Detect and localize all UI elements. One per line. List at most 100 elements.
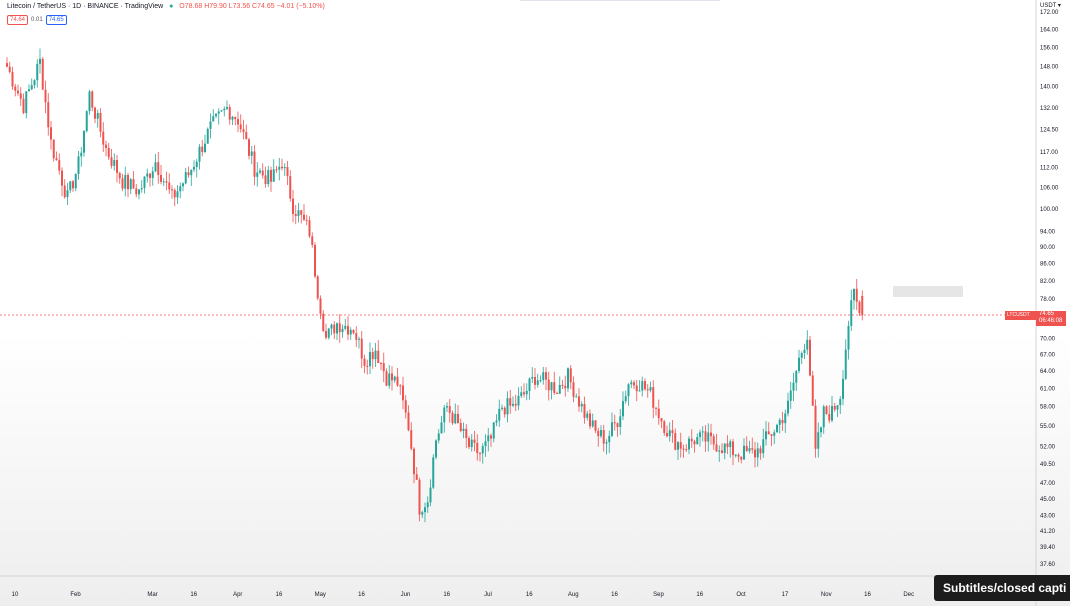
candle-body xyxy=(468,437,470,448)
candle-body xyxy=(369,352,371,367)
candle-body xyxy=(41,58,44,90)
chart-header: Litecoin / TetherUS · 1D · BINANCE · Tra… xyxy=(7,3,325,10)
candle-body xyxy=(283,167,286,169)
candle-body xyxy=(201,146,204,153)
candle-body xyxy=(253,151,256,177)
candle-body xyxy=(327,328,330,338)
candle-body xyxy=(448,406,451,413)
candle-body xyxy=(729,441,732,448)
candle-body xyxy=(776,424,778,433)
candle-body xyxy=(795,370,798,383)
candle-body xyxy=(476,442,479,454)
candle-body xyxy=(531,377,534,379)
x-tick-label: 16 xyxy=(358,592,365,598)
candle-body xyxy=(281,166,283,169)
candle-body xyxy=(506,398,509,415)
candle-body xyxy=(578,396,580,407)
candle-body xyxy=(28,89,30,92)
symbol-title[interactable]: Litecoin / TetherUS · 1D · BINANCE · Tra… xyxy=(7,3,164,10)
time-scale[interactable]: 10 Feb Mar 16 Apr 16 May 16 Jun 16 Jul 16 Aug 16 Sep 16… xyxy=(12,592,914,598)
candle-body xyxy=(591,420,594,427)
candle-body xyxy=(613,422,616,424)
candle-body xyxy=(479,453,481,455)
candle-body xyxy=(754,449,756,458)
buy-button[interactable]: 74.65 xyxy=(45,15,67,25)
candle-body xyxy=(847,325,850,350)
candle-body xyxy=(6,63,8,67)
candle-body xyxy=(718,450,721,452)
y-tick-label: 61.00 xyxy=(1040,386,1056,392)
candle-body xyxy=(842,378,844,400)
candle-body xyxy=(72,181,74,189)
candle-body xyxy=(215,113,217,117)
candle-body xyxy=(437,433,440,441)
candle-body xyxy=(567,368,569,389)
candle-body xyxy=(36,63,39,81)
candle-body xyxy=(349,329,352,335)
candle-body xyxy=(850,300,853,326)
candle-body xyxy=(624,396,627,402)
candle-body xyxy=(762,439,765,454)
candle-body xyxy=(410,430,413,449)
candle-body xyxy=(498,408,501,421)
candle-body xyxy=(143,176,146,188)
candle-body xyxy=(206,128,209,144)
candle-body xyxy=(487,435,490,442)
candle-body xyxy=(88,91,91,112)
candle-body xyxy=(685,449,688,451)
candle-body xyxy=(388,373,391,386)
candle-body xyxy=(426,502,429,508)
candle-body xyxy=(814,405,817,449)
candle-body xyxy=(226,107,228,109)
x-tick-label: 16 xyxy=(443,592,450,598)
candle-body xyxy=(652,387,655,408)
candle-body xyxy=(704,431,707,442)
candle-body xyxy=(154,162,157,172)
candle-body xyxy=(605,442,608,444)
candle-body xyxy=(322,313,325,332)
x-tick-label: Nov xyxy=(821,592,832,598)
candle-body xyxy=(360,338,363,359)
candle-body xyxy=(239,124,242,130)
candle-body xyxy=(30,85,33,90)
candle-body xyxy=(484,441,487,447)
candle-body xyxy=(256,172,259,177)
candle-body xyxy=(118,172,121,179)
candle-body xyxy=(677,442,679,450)
candle-body xyxy=(473,439,476,443)
candle-body xyxy=(457,413,459,423)
candle-body xyxy=(839,399,842,406)
candle-body xyxy=(806,339,809,350)
candle-body xyxy=(52,139,55,159)
candle-body xyxy=(520,392,523,396)
candle-body xyxy=(107,147,110,158)
candle-body xyxy=(336,323,338,334)
sell-button[interactable]: 74.64 xyxy=(7,15,29,25)
candle-body xyxy=(234,116,237,120)
candle-body xyxy=(80,152,83,157)
candle-body xyxy=(371,352,374,360)
y-tick-label: 117.00 xyxy=(1040,150,1059,156)
candle-body xyxy=(220,110,223,112)
ohlc-values: O78.68 H79.90 L73.56 C74.65 −4.01 (−5.10… xyxy=(179,3,325,10)
candle-body xyxy=(85,111,88,132)
candle-body xyxy=(105,144,107,148)
candle-body xyxy=(272,169,275,182)
x-tick-label: May xyxy=(315,592,326,598)
candle-body xyxy=(635,385,638,392)
candle-body xyxy=(619,416,622,427)
candle-body xyxy=(264,175,267,185)
candle-body xyxy=(470,439,473,448)
candle-body xyxy=(110,157,113,166)
candle-body xyxy=(415,474,418,480)
candle-body xyxy=(501,407,503,409)
price-scale[interactable]: 172.00 164.00 156.00 148.00 140.00 132.00 124.… xyxy=(1040,10,1059,568)
last-symbol-tag: LTCUSDT xyxy=(1005,311,1036,321)
candle-body xyxy=(176,191,179,198)
candle-body xyxy=(245,132,248,140)
candle-body xyxy=(569,368,572,383)
candle-body xyxy=(96,112,99,119)
currency-selector[interactable]: USDT ▾ xyxy=(1040,2,1061,9)
candle-body xyxy=(547,379,550,391)
